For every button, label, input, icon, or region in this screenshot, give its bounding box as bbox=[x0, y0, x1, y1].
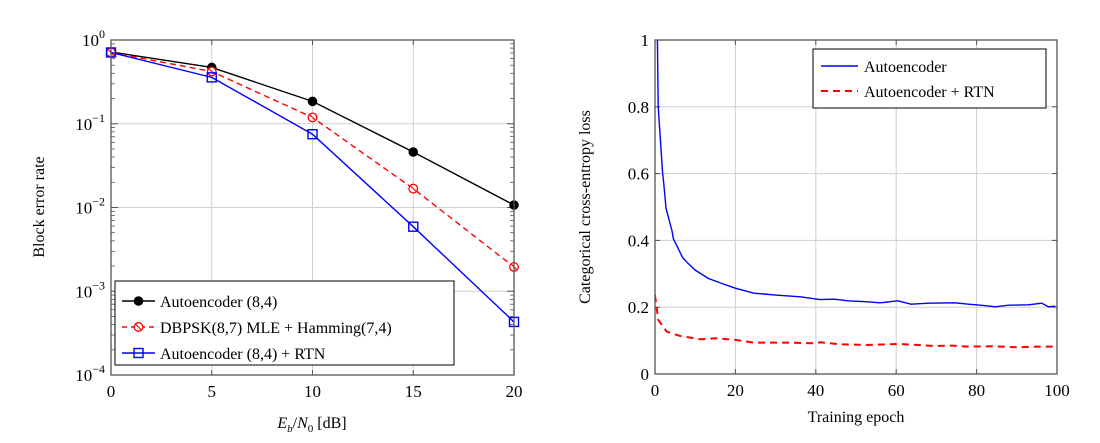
loss-plot-frame bbox=[654, 39, 1058, 375]
bler-legend-marker-slash bbox=[135, 324, 142, 330]
loss-y-axis-label: Categorical cross-entropy loss bbox=[577, 110, 594, 304]
bler-series-line-2 bbox=[110, 51, 515, 323]
loss-y-tick-label: 0.2 bbox=[628, 298, 649, 317]
bler-x-tick-label: 0 bbox=[107, 382, 116, 401]
loss-series bbox=[655, 40, 1056, 349]
bler-legend-label: Autoencoder (8,4) + RTN bbox=[160, 346, 326, 363]
loss-legend-label: Autoencoder + RTN bbox=[864, 84, 995, 101]
bler-data-point-2 bbox=[206, 72, 217, 83]
bler-x-axis-label: Eb/N0 [dB] bbox=[276, 415, 346, 435]
x-label-zero: 0 bbox=[308, 423, 314, 435]
bler-y-tick-label: 100 bbox=[82, 27, 105, 50]
x-label-unit: [dB] bbox=[317, 415, 346, 432]
tick-base: 10 bbox=[75, 199, 92, 218]
loss-legend-box bbox=[812, 48, 1047, 109]
loss-series-line-1 bbox=[655, 295, 1056, 349]
loss-x-tick-label: 60 bbox=[888, 381, 905, 400]
loss-x-tick-label: 40 bbox=[807, 381, 824, 400]
bler-series bbox=[105, 47, 520, 328]
tick-exponent: 0 bbox=[99, 27, 105, 41]
x-label-slash: / bbox=[293, 415, 298, 432]
x-label-N: N bbox=[296, 415, 309, 432]
x-label-b: b bbox=[287, 423, 293, 435]
bler-x-tick-label: 5 bbox=[208, 382, 217, 401]
bler-y-tick-label: 10−1 bbox=[75, 111, 105, 134]
bler-data-point-2 bbox=[307, 129, 318, 140]
bler-legend-marker bbox=[133, 296, 144, 306]
bler-legend-label: DBPSK(8,7) MLE + Hamming(7,4) bbox=[160, 320, 392, 337]
bler-data-point-2 bbox=[408, 221, 419, 232]
x-label-E: E bbox=[276, 415, 287, 432]
tick-base: 10 bbox=[75, 115, 92, 134]
loss-x-axis-label: Training epoch bbox=[808, 409, 905, 426]
bler-legend: Autoencoder (8,4) DBPSK(8,7) MLE + Hammin… bbox=[114, 280, 455, 366]
loss-x-tick-labels: 0 20 40 60 80 100 bbox=[651, 381, 1070, 400]
tick-exponent: −3 bbox=[92, 278, 105, 292]
bler-x-tick-label: 20 bbox=[506, 382, 523, 401]
tick-base: 10 bbox=[75, 282, 92, 301]
bler-legend-box bbox=[114, 280, 455, 366]
tick-exponent: −4 bbox=[92, 362, 105, 376]
bler-y-tick-label: 10−2 bbox=[75, 195, 105, 218]
bler-plot-frame bbox=[110, 39, 515, 376]
loss-legend-label: Autoencoder bbox=[864, 59, 947, 76]
bler-legend-label: Autoencoder (8,4) bbox=[160, 294, 277, 311]
loss-x-tick-label: 80 bbox=[968, 381, 985, 400]
loss-y-tick-label: 0.8 bbox=[628, 98, 649, 117]
tick-base: 10 bbox=[75, 366, 92, 385]
bler-y-axis-label: Block error rate bbox=[31, 156, 48, 257]
bler-legend-marker bbox=[133, 347, 144, 359]
bler-y-tick-label: 10−3 bbox=[75, 278, 105, 301]
bler-y-tick-label: 10−4 bbox=[75, 362, 105, 385]
loss-chart: 0 20 40 60 80 100 0 0.2 0.4 0.6 0.8 1 Categorical … bbox=[577, 31, 1070, 426]
loss-x-tick-label: 20 bbox=[727, 381, 744, 400]
bler-x-tick-label: 10 bbox=[304, 382, 321, 401]
bler-data-point-1-slash bbox=[309, 114, 316, 121]
bler-x-tick-labels: 0 5 10 15 20 bbox=[107, 382, 523, 401]
loss-y-tick-label: 0.6 bbox=[628, 165, 649, 184]
bler-data-point-0 bbox=[408, 147, 419, 157]
loss-series-line-0 bbox=[656, 40, 1056, 308]
tick-exponent: −1 bbox=[92, 111, 105, 125]
bler-data-point-1-slash bbox=[410, 185, 417, 192]
loss-x-tick-label: 100 bbox=[1044, 381, 1070, 400]
loss-y-tick-labels: 0 0.2 0.4 0.6 0.8 1 bbox=[628, 31, 650, 384]
tick-base: 10 bbox=[82, 31, 99, 50]
loss-legend: Autoencoder Autoencoder + RTN bbox=[812, 48, 1047, 109]
bler-x-tick-label: 15 bbox=[405, 382, 422, 401]
tick-exponent: −2 bbox=[92, 195, 105, 209]
loss-y-tick-label: 0 bbox=[641, 365, 650, 384]
loss-y-tick-label: 0.4 bbox=[628, 231, 650, 250]
loss-x-tick-label: 0 bbox=[651, 381, 660, 400]
bler-data-point-0 bbox=[307, 96, 318, 107]
loss-y-tick-label: 1 bbox=[641, 31, 650, 50]
